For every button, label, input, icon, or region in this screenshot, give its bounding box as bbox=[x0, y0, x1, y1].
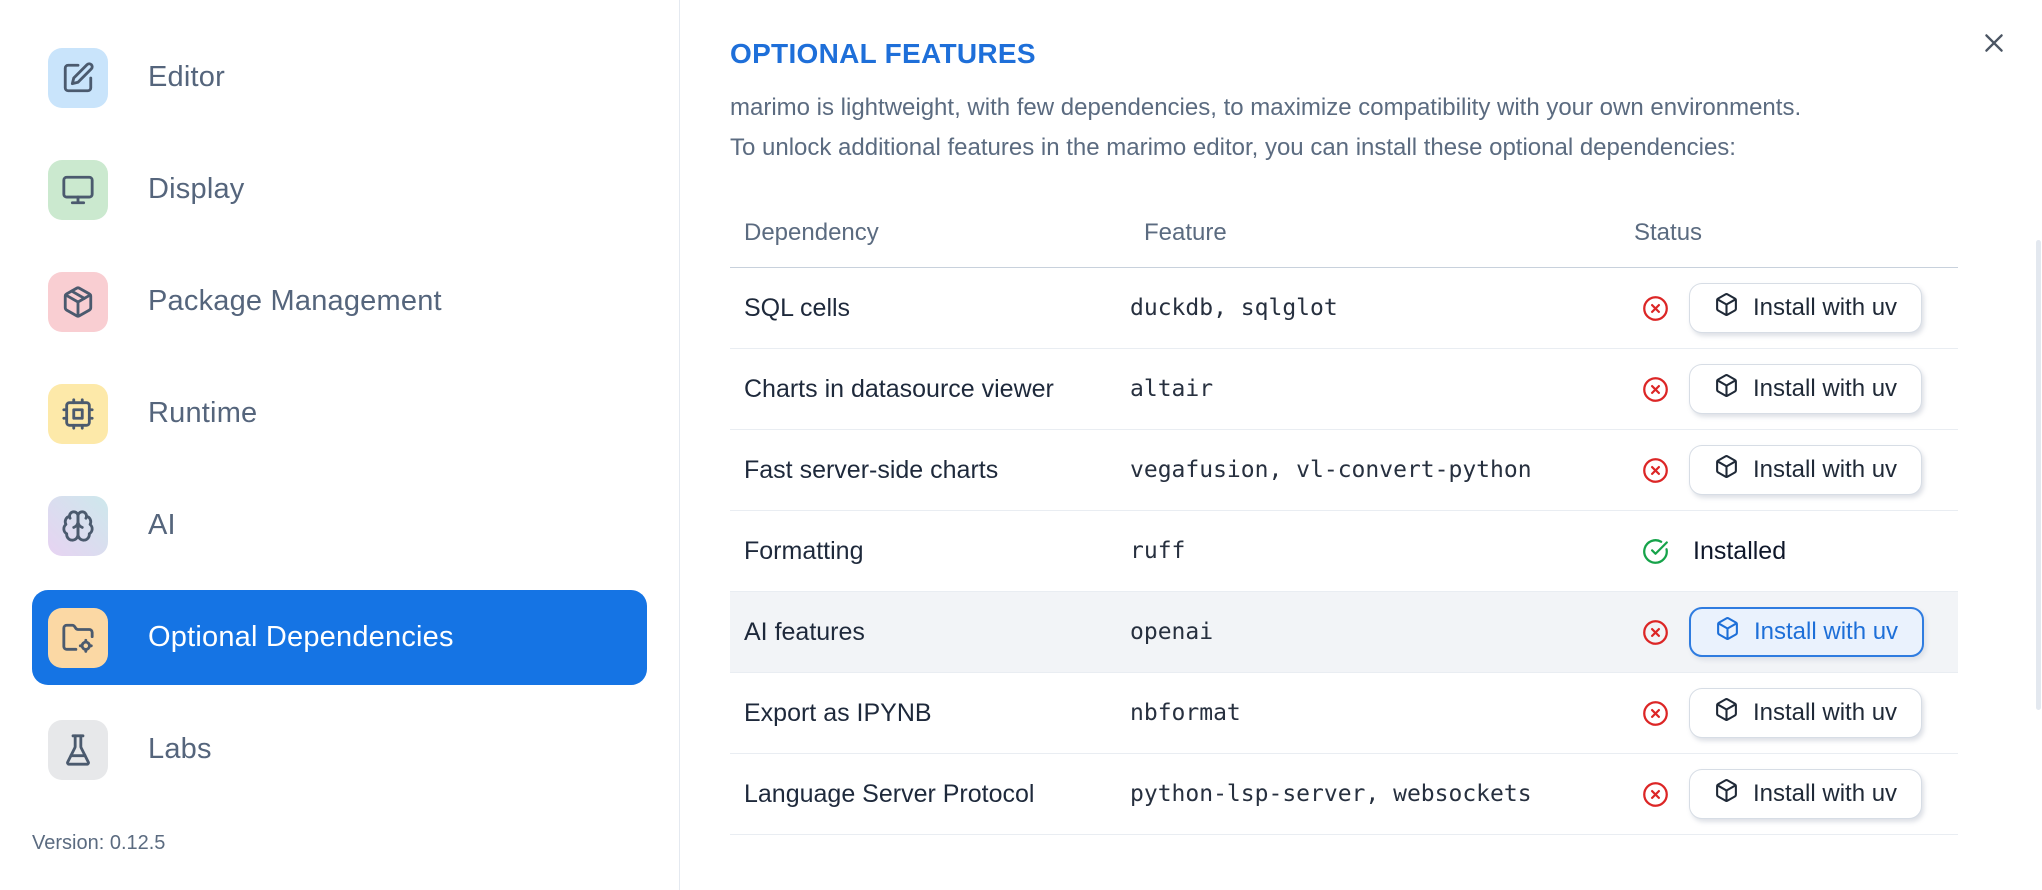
column-header-status: Status bbox=[1634, 218, 1703, 246]
sidebar-item-ai[interactable]: AI bbox=[32, 478, 647, 573]
settings-sidebar: Editor Display Package Management Runtim… bbox=[0, 0, 680, 890]
feature-packages: ruff bbox=[1130, 538, 1186, 564]
monitor-icon bbox=[48, 159, 108, 220]
box-icon bbox=[1715, 616, 1740, 648]
description-line-1: marimo is lightweight, with few dependen… bbox=[730, 94, 1802, 121]
version-text: Version: 0.12.5 bbox=[32, 832, 166, 854]
install-with-uv-button-focused[interactable]: Install with uv bbox=[1689, 607, 1925, 657]
dependency-name: Export as IPYNB bbox=[744, 698, 932, 727]
not-installed-icon bbox=[1642, 619, 1669, 646]
sidebar-item-label: Package Management bbox=[148, 285, 442, 317]
not-installed-icon bbox=[1642, 457, 1669, 484]
sidebar-item-optional-dependencies[interactable]: Optional Dependencies bbox=[32, 590, 647, 685]
box-icon bbox=[1714, 778, 1739, 810]
table-row: Fast server-side charts vegafusion, vl-c… bbox=[730, 430, 1958, 511]
sidebar-item-package-management[interactable]: Package Management bbox=[32, 254, 647, 349]
sidebar-item-labs[interactable]: Labs bbox=[32, 702, 647, 797]
box-icon bbox=[1714, 454, 1739, 486]
column-header-dependency: Dependency bbox=[744, 218, 879, 246]
table-row: Formatting ruff Installed bbox=[730, 511, 1958, 592]
feature-packages: openai bbox=[1130, 619, 1214, 645]
close-icon bbox=[1981, 30, 2007, 59]
install-with-uv-button[interactable]: Install with uv bbox=[1689, 364, 1923, 414]
dependency-name: SQL cells bbox=[744, 293, 851, 322]
install-button-label: Install with uv bbox=[1753, 780, 1898, 807]
feature-packages: python-lsp-server, websockets bbox=[1130, 781, 1532, 807]
table-row: Export as IPYNB nbformat Install with uv bbox=[730, 673, 1958, 754]
box-icon bbox=[1714, 292, 1739, 324]
table-row: SQL cells duckdb, sqlglot Install with u… bbox=[730, 268, 1958, 349]
column-header-feature: Feature bbox=[1144, 218, 1227, 246]
sidebar-item-label: AI bbox=[148, 509, 176, 541]
table-row: Charts in datasource viewer altair Insta… bbox=[730, 349, 1958, 430]
description-line-2: To unlock additional features in the mar… bbox=[730, 134, 1736, 161]
sidebar-item-editor[interactable]: Editor bbox=[32, 30, 647, 125]
install-button-label: Install with uv bbox=[1753, 375, 1898, 402]
page-title: OPTIONAL FEATURES bbox=[730, 38, 1036, 69]
table-row: Language Server Protocol python-lsp-serv… bbox=[730, 754, 1958, 835]
install-button-label: Install with uv bbox=[1753, 294, 1898, 321]
install-with-uv-button[interactable]: Install with uv bbox=[1689, 445, 1923, 495]
optional-features-panel: OPTIONAL FEATURES marimo is lightweight,… bbox=[680, 0, 2042, 890]
sidebar-item-label: Labs bbox=[148, 733, 212, 765]
install-with-uv-button[interactable]: Install with uv bbox=[1689, 769, 1923, 819]
installed-status-label: Installed bbox=[1693, 536, 1787, 565]
not-installed-icon bbox=[1642, 700, 1669, 727]
dependency-name: Charts in datasource viewer bbox=[744, 374, 1054, 403]
package-icon bbox=[48, 271, 108, 332]
panel-description: marimo is lightweight, with few dependen… bbox=[730, 88, 2042, 168]
editor-icon bbox=[48, 47, 108, 108]
dependency-name: AI features bbox=[744, 617, 865, 646]
sidebar-item-label: Runtime bbox=[148, 397, 258, 429]
cpu-icon bbox=[48, 383, 108, 444]
close-button[interactable] bbox=[1976, 26, 2012, 62]
sidebar-item-label: Editor bbox=[148, 61, 225, 93]
dependency-name: Language Server Protocol bbox=[744, 779, 1035, 808]
install-with-uv-button[interactable]: Install with uv bbox=[1689, 283, 1923, 333]
brain-icon bbox=[48, 495, 108, 556]
install-button-label: Install with uv bbox=[1753, 699, 1898, 726]
flask-icon bbox=[48, 719, 108, 780]
table-row: AI features openai Install with uv bbox=[730, 592, 1958, 673]
scrollbar-thumb[interactable] bbox=[2036, 240, 2041, 710]
box-icon bbox=[1714, 373, 1739, 405]
feature-packages: vegafusion, vl-convert-python bbox=[1130, 457, 1532, 483]
dependency-name: Fast server-side charts bbox=[744, 455, 999, 484]
install-with-uv-button[interactable]: Install with uv bbox=[1689, 688, 1923, 738]
install-button-label: Install with uv bbox=[1754, 618, 1899, 645]
sidebar-item-label: Display bbox=[148, 173, 245, 205]
feature-packages: altair bbox=[1130, 376, 1214, 402]
sidebar-item-label: Optional Dependencies bbox=[148, 621, 454, 653]
sidebar-item-display[interactable]: Display bbox=[32, 142, 647, 237]
install-button-label: Install with uv bbox=[1753, 456, 1898, 483]
feature-packages: nbformat bbox=[1130, 700, 1241, 726]
dependency-name: Formatting bbox=[744, 536, 864, 565]
installed-check-icon bbox=[1642, 538, 1669, 565]
dependencies-table: Dependency Feature Status SQL cells duck… bbox=[730, 198, 1958, 835]
not-installed-icon bbox=[1642, 295, 1669, 322]
folder-cog-icon bbox=[48, 607, 108, 668]
not-installed-icon bbox=[1642, 376, 1669, 403]
table-header-row: Dependency Feature Status bbox=[730, 198, 1958, 268]
box-icon bbox=[1714, 697, 1739, 729]
not-installed-icon bbox=[1642, 781, 1669, 808]
feature-packages: duckdb, sqlglot bbox=[1130, 295, 1338, 321]
sidebar-item-runtime[interactable]: Runtime bbox=[32, 366, 647, 461]
